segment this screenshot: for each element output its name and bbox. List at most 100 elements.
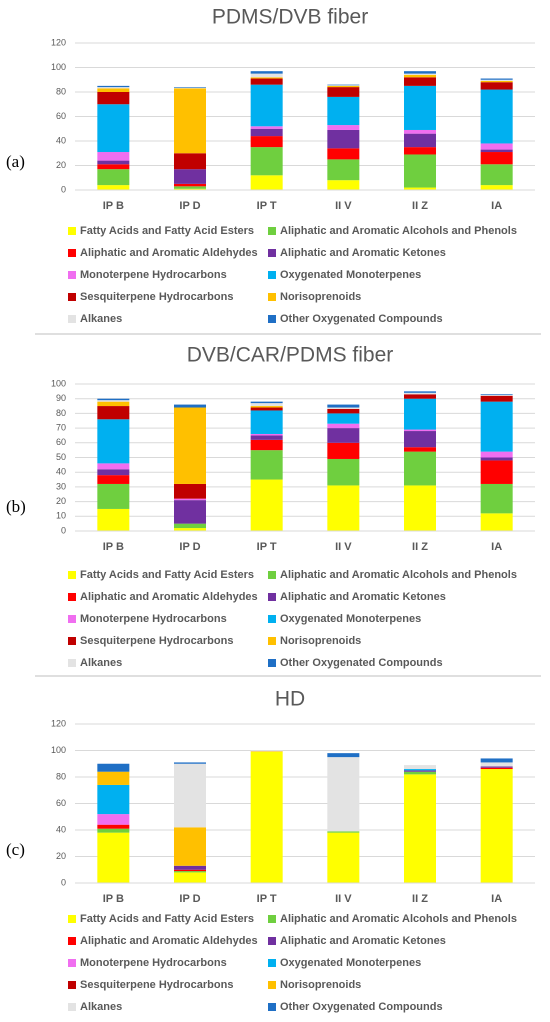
bar-segment bbox=[250, 403, 283, 407]
bar-segment bbox=[480, 457, 513, 461]
bar-segment bbox=[327, 84, 360, 86]
bar-segment bbox=[480, 152, 513, 165]
bar-segment bbox=[174, 523, 206, 529]
chart-title: DVB/CAR/PDMS fiber bbox=[187, 344, 394, 367]
x-tick-label: II V bbox=[335, 893, 352, 905]
bar-segment bbox=[174, 153, 206, 170]
bar-segment bbox=[480, 767, 513, 770]
legend-swatch bbox=[68, 937, 76, 945]
y-tick-label: 20 bbox=[56, 851, 66, 861]
bar-segment bbox=[97, 85, 130, 88]
bar-segment bbox=[250, 439, 283, 451]
y-tick-label: 30 bbox=[56, 481, 66, 491]
bar-segment bbox=[97, 88, 130, 92]
legend-swatch bbox=[68, 1003, 76, 1011]
bar-segment bbox=[250, 410, 283, 434]
legend-swatch bbox=[268, 1003, 276, 1011]
bar-segment bbox=[327, 159, 360, 181]
bar-segment bbox=[250, 450, 283, 480]
bar-segment bbox=[480, 89, 513, 144]
x-tick-label: IP B bbox=[103, 200, 124, 212]
legend-swatch bbox=[68, 249, 76, 257]
bar-segment bbox=[174, 762, 206, 764]
legend-swatch bbox=[68, 571, 76, 579]
bar-segment bbox=[250, 126, 283, 129]
bar-segment bbox=[404, 451, 436, 486]
bar-segment bbox=[327, 408, 360, 414]
x-tick-label: II Z bbox=[412, 893, 428, 905]
bar-segment bbox=[404, 147, 436, 155]
bar-segment bbox=[174, 528, 206, 531]
bar-segment bbox=[327, 423, 360, 429]
legend-swatch bbox=[68, 615, 76, 623]
bar-segment bbox=[327, 757, 360, 832]
bar-segment bbox=[327, 96, 360, 126]
bar-segment bbox=[97, 398, 130, 401]
legend-swatch bbox=[68, 227, 76, 235]
y-tick-label: 0 bbox=[61, 525, 66, 535]
y-tick-label: 90 bbox=[56, 393, 66, 403]
panel-label: (b) bbox=[6, 497, 26, 516]
legend-label: Alkanes bbox=[80, 313, 122, 325]
legend-swatch bbox=[268, 615, 276, 623]
bar-segment bbox=[250, 433, 283, 436]
legend-label: Aliphatic and Aromatic Aldehydes bbox=[80, 935, 258, 947]
bar-segment bbox=[97, 832, 130, 883]
bar-segment bbox=[404, 774, 436, 883]
bar-segment bbox=[97, 169, 130, 186]
legend-swatch bbox=[68, 981, 76, 989]
bar-segment bbox=[174, 186, 206, 189]
legend-swatch bbox=[268, 593, 276, 601]
legend-label: Aliphatic and Aromatic Alcohols and Phen… bbox=[280, 569, 517, 581]
bar-segment bbox=[97, 400, 130, 402]
bar-segment bbox=[480, 513, 513, 531]
y-tick-label: 60 bbox=[56, 111, 66, 121]
bar-segment bbox=[97, 104, 130, 153]
x-tick-label: IP T bbox=[257, 893, 277, 905]
bar-segment bbox=[174, 87, 206, 89]
legend-swatch bbox=[268, 249, 276, 257]
bar-segment bbox=[404, 770, 436, 772]
bar-segment bbox=[174, 871, 206, 873]
legend-label: Monoterpene Hydrocarbons bbox=[80, 957, 227, 969]
legend-label: Fatty Acids and Fatty Acid Esters bbox=[80, 913, 254, 925]
bar-segment bbox=[174, 869, 206, 872]
bar-segment bbox=[97, 469, 130, 476]
y-tick-label: 20 bbox=[56, 496, 66, 506]
bar-segment bbox=[327, 442, 360, 459]
x-tick-label: IP T bbox=[257, 541, 277, 553]
bar-segment bbox=[174, 865, 206, 870]
bar-segment bbox=[174, 87, 206, 88]
bar-segment bbox=[250, 128, 283, 137]
legend-swatch bbox=[268, 937, 276, 945]
bar-segment bbox=[97, 406, 130, 420]
panel-label: (a) bbox=[6, 152, 25, 171]
bar-segment bbox=[404, 85, 436, 130]
legend-label: Aliphatic and Aromatic Ketones bbox=[280, 591, 446, 603]
legend-label: Other Oxygenated Compounds bbox=[280, 1001, 443, 1013]
legend-swatch bbox=[68, 959, 76, 967]
bar-segment bbox=[404, 154, 436, 188]
legend-swatch bbox=[268, 659, 276, 667]
bar-segment bbox=[404, 71, 436, 74]
y-tick-label: 10 bbox=[56, 511, 66, 521]
bar-segment bbox=[250, 147, 283, 176]
bar-segment bbox=[327, 180, 360, 190]
y-tick-label: 120 bbox=[51, 37, 66, 47]
legend-label: Other Oxygenated Compounds bbox=[280, 313, 443, 325]
legend-label: Aliphatic and Aromatic Ketones bbox=[280, 247, 446, 259]
bar-segment bbox=[480, 164, 513, 186]
bar-segment bbox=[250, 750, 283, 752]
bar-segment bbox=[97, 164, 130, 170]
legend-label: Monoterpene Hydrocarbons bbox=[80, 269, 227, 281]
bar-segment bbox=[97, 763, 130, 772]
bar-segment bbox=[404, 187, 436, 190]
bar-segment bbox=[327, 831, 360, 833]
bar-segment bbox=[480, 395, 513, 396]
bar-segment bbox=[404, 77, 436, 86]
legend-swatch bbox=[268, 637, 276, 645]
bar-segment bbox=[174, 498, 206, 501]
bar-segment bbox=[404, 129, 436, 134]
bar-segment bbox=[480, 394, 513, 396]
legend-label: Fatty Acids and Fatty Acid Esters bbox=[80, 569, 254, 581]
